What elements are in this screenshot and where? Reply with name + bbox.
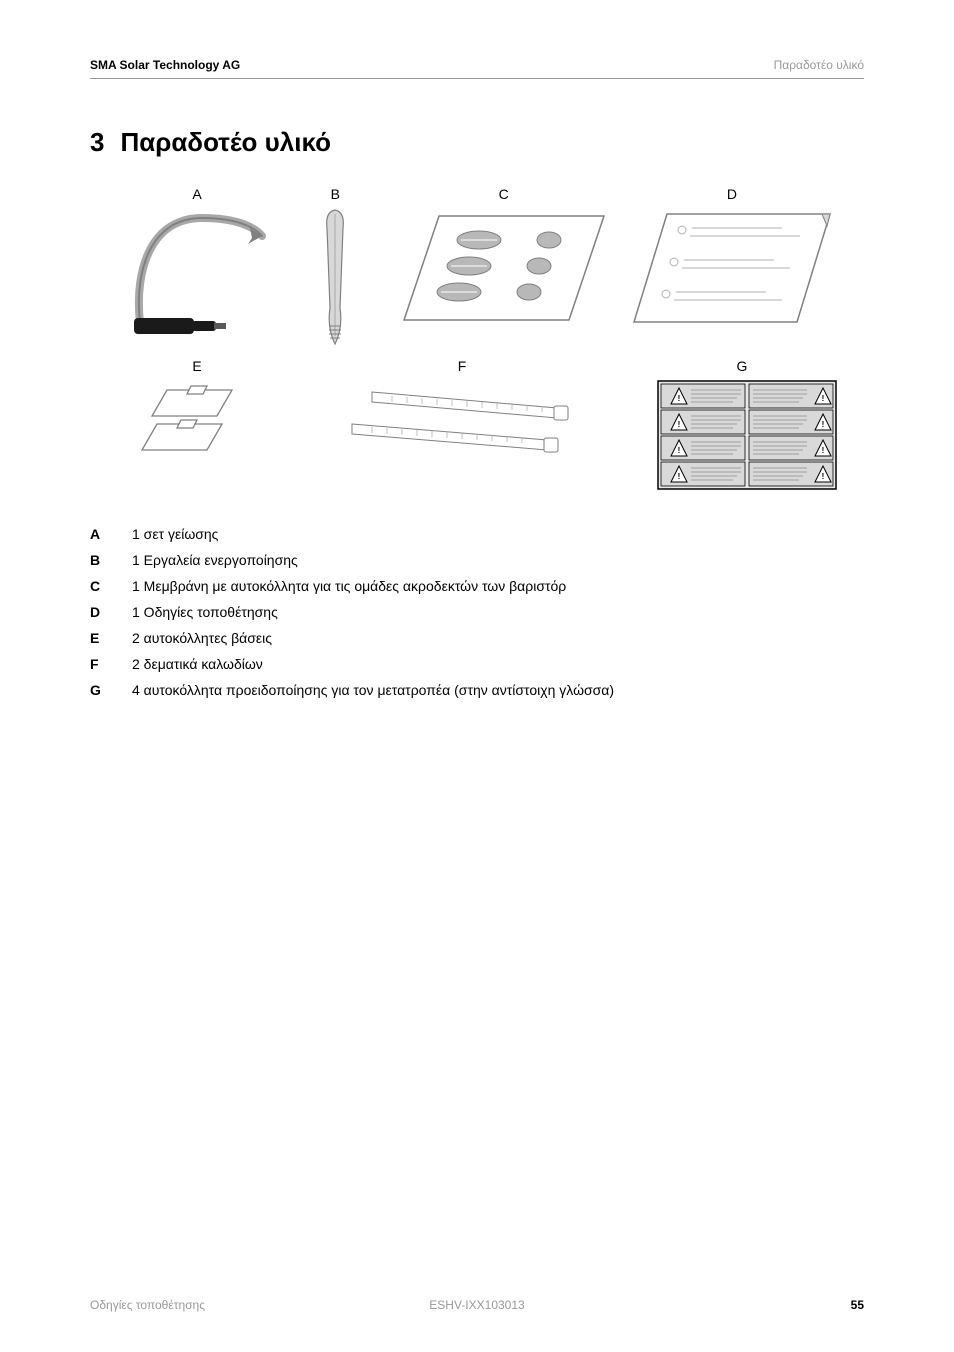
legend-item: C 1 Μεμβράνη με αυτοκόλλητα για τις ομάδ… — [90, 578, 864, 594]
header-rule — [90, 78, 864, 79]
legend-text: 1 Οδηγίες τοποθέτησης — [132, 604, 864, 620]
figure-illustration-b — [315, 208, 355, 348]
section-heading: Παραδοτέο υλικό — [120, 127, 331, 158]
adhesive-base-icon — [137, 380, 257, 460]
figure-cell-f: F — [312, 358, 612, 460]
grounding-set-icon — [122, 208, 272, 338]
legend-key: E — [90, 630, 132, 646]
legend-item: F 2 δεματικά καλωδίων — [90, 656, 864, 672]
document-page: SMA Solar Technology AG Παραδοτέο υλικό … — [0, 0, 954, 1352]
figure-cell-c: C — [394, 186, 614, 328]
legend-key: C — [90, 578, 132, 594]
cable-tie-icon — [332, 380, 592, 460]
svg-text:!: ! — [678, 446, 681, 455]
legend-key: G — [90, 682, 132, 698]
section-number: 3 — [90, 127, 104, 158]
figure-illustration-g: ! ! ! — [657, 380, 837, 490]
legend-text: 1 Μεμβράνη με αυτοκόλλητα για τις ομάδες… — [132, 578, 864, 594]
figure-illustration-e — [137, 380, 257, 460]
legend-key: A — [90, 526, 132, 542]
legend-key: B — [90, 552, 132, 568]
legend-text: 4 αυτοκόλλητα προειδοποίησης για τον μετ… — [132, 682, 864, 698]
section-title: 3 Παραδοτέο υλικό — [90, 127, 864, 158]
figure-cell-g: G ! — [647, 358, 837, 490]
figure-illustration-a — [122, 208, 272, 338]
legend-text: 1 Εργαλεία ενεργοποίησης — [132, 552, 864, 568]
legend-item: E 2 αυτοκόλλητες βάσεις — [90, 630, 864, 646]
legend-key: F — [90, 656, 132, 672]
figure-label-c: C — [499, 186, 509, 202]
figure-cell-e: E — [117, 358, 277, 460]
figure-cell-b: B — [290, 186, 380, 348]
svg-text:!: ! — [822, 446, 825, 455]
legend-key: D — [90, 604, 132, 620]
figure-label-a: A — [192, 186, 201, 202]
warning-sticker-sheet-icon: ! ! ! — [657, 380, 837, 490]
figure-row-2: E F — [117, 358, 837, 490]
svg-text:!: ! — [822, 420, 825, 429]
figure-label-e: E — [192, 358, 201, 374]
figure-label-g: G — [737, 358, 748, 374]
svg-text:!: ! — [822, 394, 825, 403]
instruction-sheet-icon — [632, 208, 832, 328]
legend-item: A 1 σετ γείωσης — [90, 526, 864, 542]
sticker-membrane-icon — [399, 208, 609, 328]
svg-text:!: ! — [678, 420, 681, 429]
footer-left: Οδηγίες τοποθέτησης — [90, 1298, 205, 1312]
parts-figure: A B — [117, 186, 837, 490]
figure-cell-a: A — [117, 186, 277, 338]
legend-text: 1 σετ γείωσης — [132, 526, 864, 542]
figure-label-b: B — [331, 186, 340, 202]
figure-illustration-f — [332, 380, 592, 460]
svg-text:!: ! — [822, 472, 825, 481]
figure-illustration-c — [399, 208, 609, 328]
legend-item: G 4 αυτοκόλλητα προειδοποίησης για τον μ… — [90, 682, 864, 698]
svg-text:!: ! — [678, 394, 681, 403]
footer-page-number: 55 — [851, 1298, 864, 1312]
legend-text: 2 αυτοκόλλητες βάσεις — [132, 630, 864, 646]
header-section: Παραδοτέο υλικό — [774, 58, 864, 72]
parts-legend: A 1 σετ γείωσης B 1 Εργαλεία ενεργοποίησ… — [90, 526, 864, 698]
running-footer: Οδηγίες τοποθέτησης ESHV-IXX103013 55 — [90, 1298, 864, 1312]
activation-tool-icon — [315, 208, 355, 348]
figure-cell-d: D — [627, 186, 837, 328]
figure-illustration-d — [632, 208, 832, 328]
legend-item: D 1 Οδηγίες τοποθέτησης — [90, 604, 864, 620]
footer-docid: ESHV-IXX103013 — [429, 1298, 524, 1312]
legend-item: B 1 Εργαλεία ενεργοποίησης — [90, 552, 864, 568]
figure-label-f: F — [458, 358, 467, 374]
running-header: SMA Solar Technology AG Παραδοτέο υλικό — [90, 58, 864, 72]
figure-row-1: A B — [117, 186, 837, 348]
legend-text: 2 δεματικά καλωδίων — [132, 656, 864, 672]
svg-text:!: ! — [678, 472, 681, 481]
figure-label-d: D — [727, 186, 737, 202]
header-company: SMA Solar Technology AG — [90, 58, 240, 72]
